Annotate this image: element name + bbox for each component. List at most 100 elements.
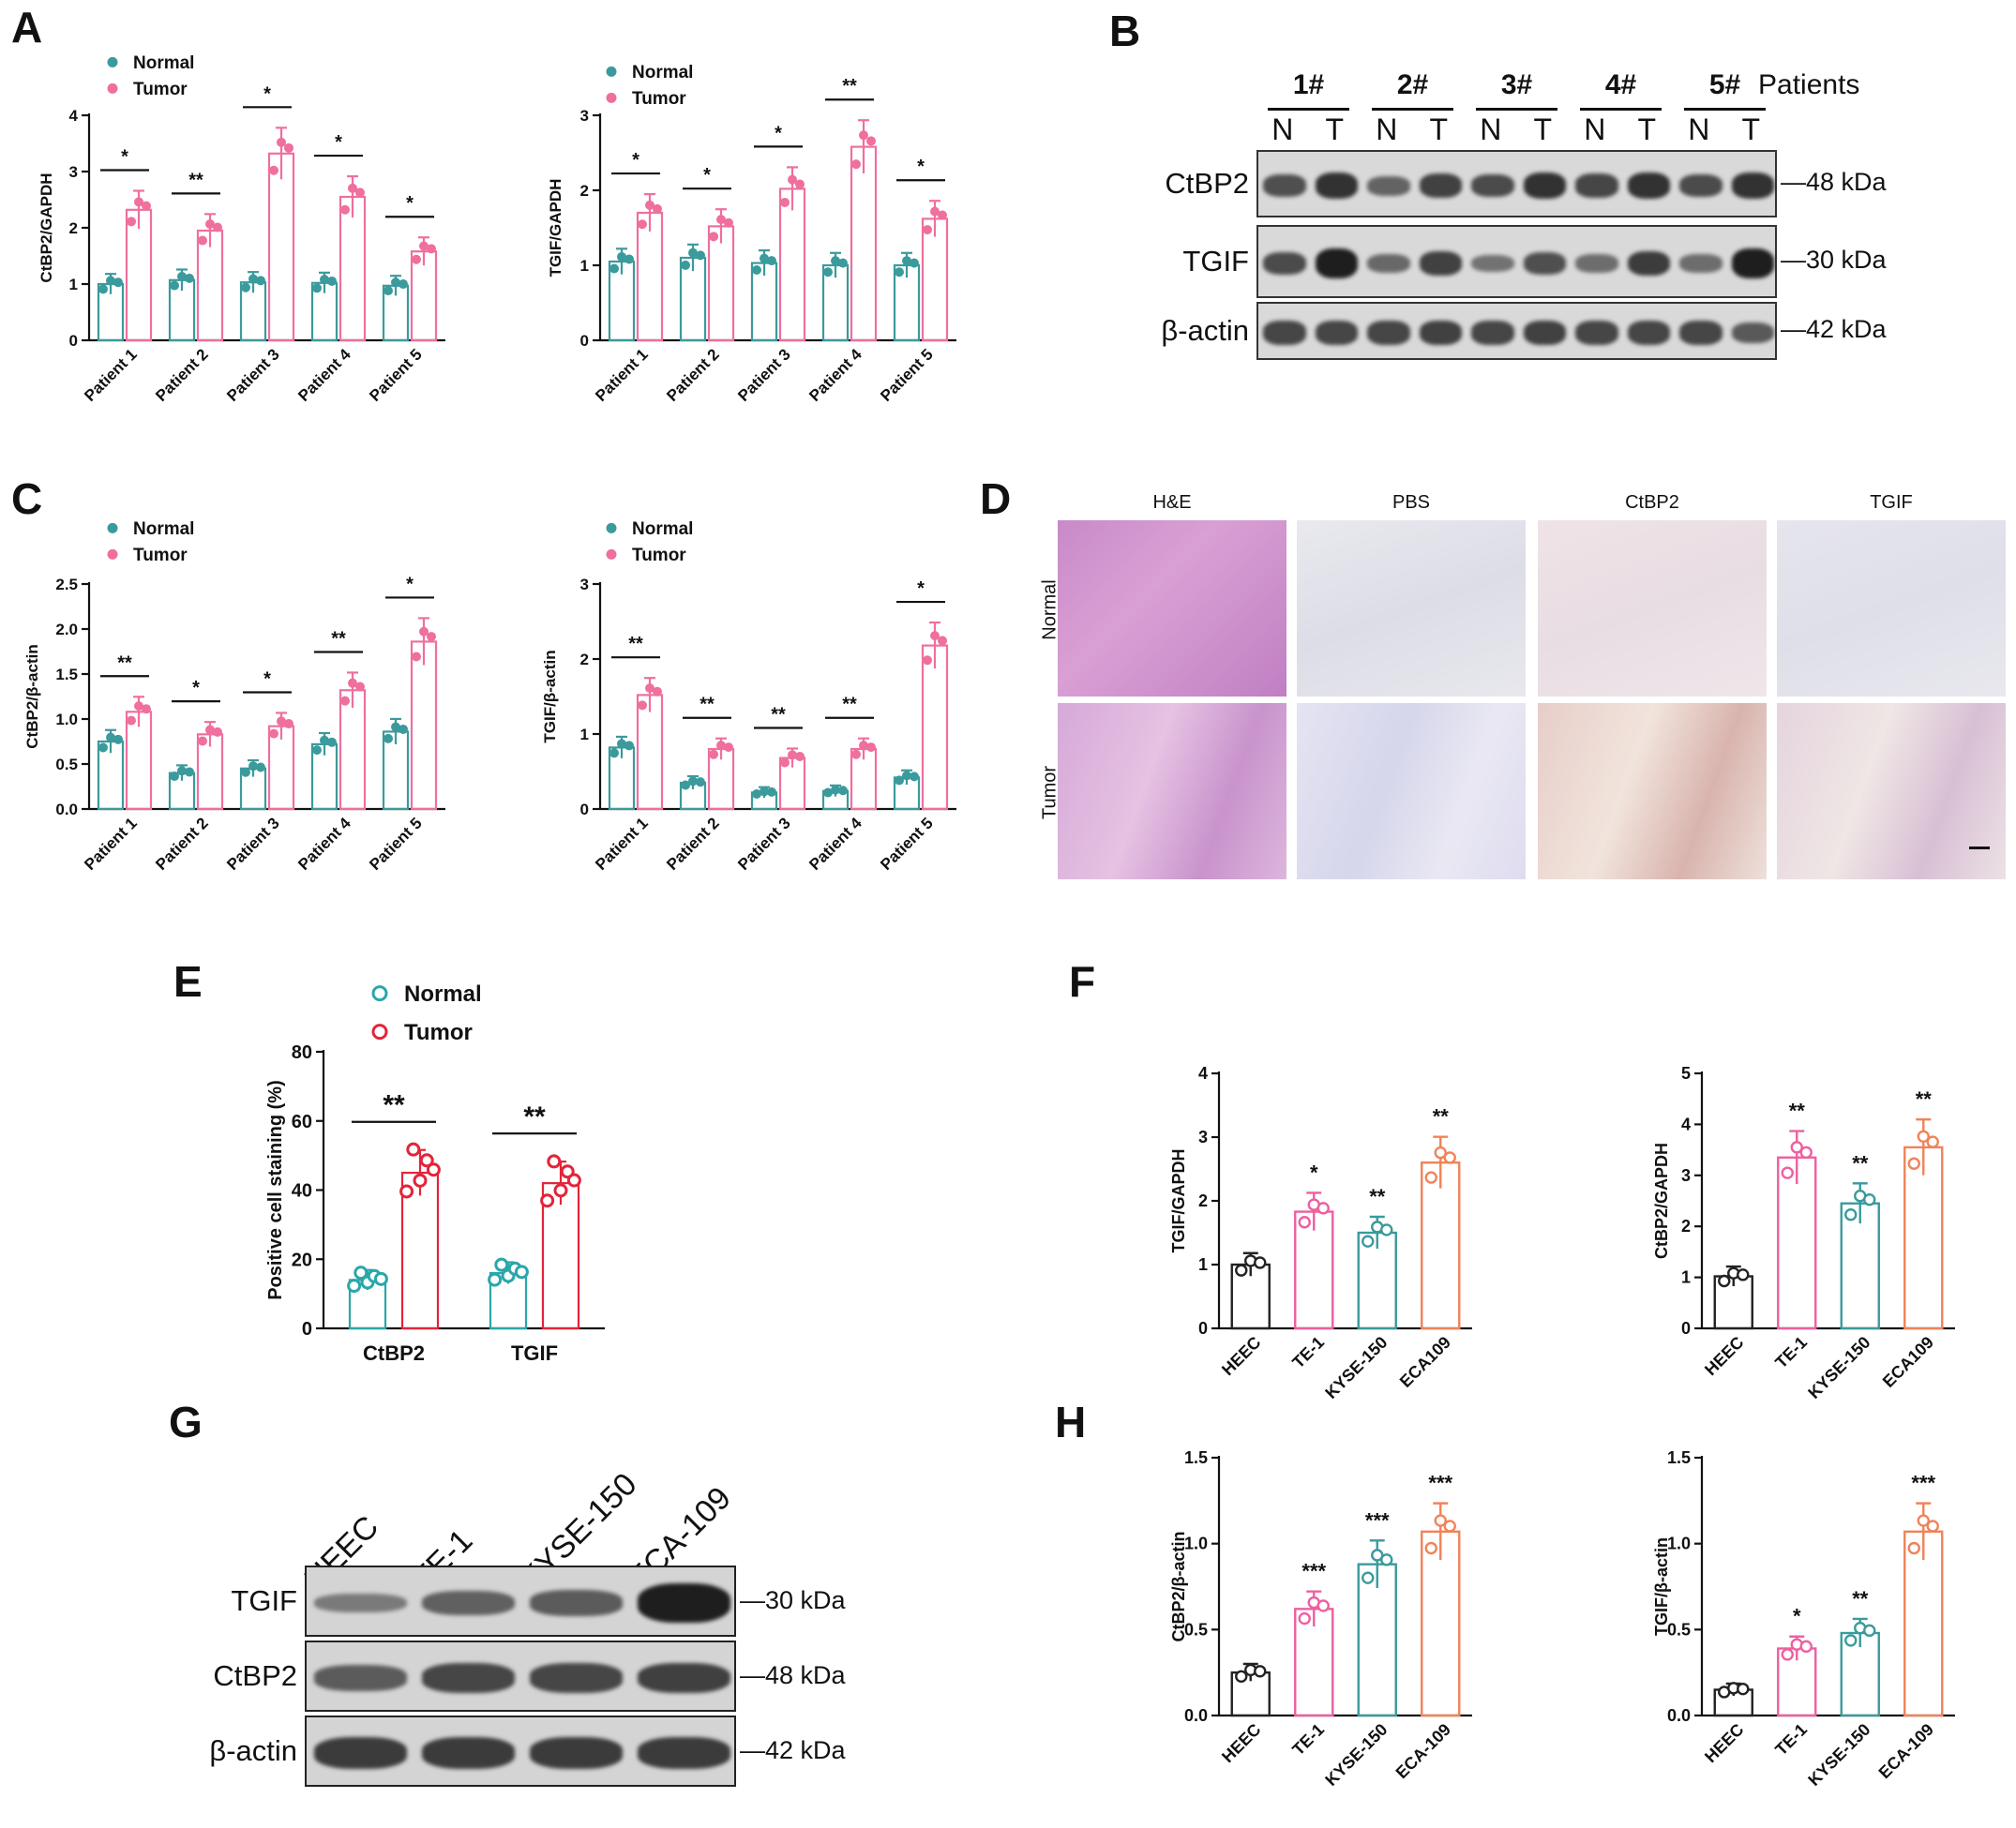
data-point [327,276,337,286]
data-point [1380,1553,1393,1566]
data-point [1362,1235,1375,1248]
significance-marker: *** [1911,1472,1935,1495]
x-tick-label: Patient 4 [294,814,354,874]
blot-band [1627,172,1670,199]
data-point [419,1153,434,1168]
data-point [391,277,400,288]
blot-band [1367,253,1410,274]
significance-marker: ** [383,1090,405,1121]
y-tick-label: 40 [292,1181,312,1202]
data-point [426,1162,441,1177]
y-tick-label: 0.5 [55,756,78,773]
data-point [248,274,258,284]
data-point [413,1173,428,1188]
data-point [384,733,393,743]
data-point [1424,1171,1437,1184]
data-point [724,217,733,228]
data-point [1844,1208,1858,1221]
y-tick-label: 2.0 [55,621,78,638]
blot-row-label: TGIF [1182,245,1249,277]
x-tick-label: ECA109 [1396,1333,1454,1391]
blot-band [1575,173,1618,198]
x-tick-label: KYSE-150 [1804,1333,1873,1402]
x-tick-label: KYSE-150 [1804,1720,1873,1790]
data-point [1917,1514,1930,1527]
y-axis-label: TGIF/GAPDH [547,179,564,277]
legend-marker [107,522,118,533]
x-tick-label: Patient 1 [592,814,652,874]
legend-label: Normal [632,63,693,82]
bar [410,640,438,811]
x-tick-label: Patient 4 [805,345,865,405]
data-point [127,715,136,726]
data-point [923,225,932,235]
data-point [384,286,393,296]
legend-label: Normal [133,53,194,73]
y-tick-label: 3 [580,107,589,125]
y-tick-label: 0 [302,1319,312,1340]
blot-band [638,1662,730,1694]
data-point [269,165,278,175]
significance-marker: ** [700,695,715,715]
y-tick-label: 80 [292,1042,312,1063]
legend-label: Normal [133,519,194,539]
data-point [866,136,876,146]
legend-marker [371,1024,388,1041]
significance-marker: * [406,574,414,594]
panel-letter-b: B [1109,7,1141,55]
ihc-image [1058,703,1286,879]
y-tick-label: 60 [292,1112,312,1132]
y-axis-label: CtBP2/GAPDH [1652,1143,1671,1259]
data-point [938,210,947,220]
x-tick-label: ECA109 [1879,1333,1937,1391]
data-point [930,206,940,217]
data-point [1781,1166,1794,1179]
significance-marker: * [121,146,128,167]
data-point [355,682,365,692]
data-point [113,277,123,288]
chart-a-tgif-gapdh: 0 1 2 3 TGIF/GAPDH * Patient 1 * Patient 2 * Patie… [547,63,956,405]
chart-h-ctbp2-actin: 0.0 0.5 1.0 1.5 CtBP2/β-actin HEEC *** TE-1 *** K… [1169,1448,1472,1790]
data-point [373,1271,388,1286]
y-tick-label: 2 [580,651,589,668]
data-point [1235,1264,1248,1277]
significance-marker: * [917,578,925,599]
y-tick-label: 0.5 [1184,1620,1208,1639]
lane-label: T [1429,112,1449,146]
legend-label: Tumor [404,1020,473,1045]
data-point [547,1154,562,1169]
data-point [269,728,278,739]
data-point [213,222,222,232]
y-tick-label: 1.5 [1184,1448,1208,1467]
y-tick-label: 0.0 [1667,1706,1691,1725]
y-tick-label: 0.0 [1184,1706,1208,1725]
data-point [696,777,705,787]
data-point [1917,1130,1930,1143]
significance-marker: ** [188,170,203,190]
blot-row-label: TGIF [231,1584,297,1617]
ihc-column-title: H&E [1152,492,1192,513]
bar [339,195,367,342]
data-point [767,787,776,797]
data-point [1235,1670,1248,1683]
patient-label: 4# [1604,69,1637,100]
y-tick-label: 1.5 [1667,1448,1691,1467]
y-tick-label: 3 [69,163,78,181]
data-point [1443,1520,1456,1533]
y-tick-label: 0 [580,801,589,818]
data-point [185,767,194,777]
y-tick-label: 1 [1681,1268,1691,1287]
data-point [1434,1514,1447,1527]
significance-marker: ** [331,628,346,649]
data-point [609,263,619,274]
y-tick-label: 2 [69,219,78,237]
legend-label: Tumor [632,546,686,565]
data-point [767,256,776,266]
x-tick-label: ECA-109 [1392,1720,1454,1782]
data-point [645,683,654,694]
data-point [895,775,904,786]
significance-marker: ** [1369,1185,1386,1208]
data-point [696,250,705,261]
y-tick-label: 3 [1198,1128,1208,1146]
